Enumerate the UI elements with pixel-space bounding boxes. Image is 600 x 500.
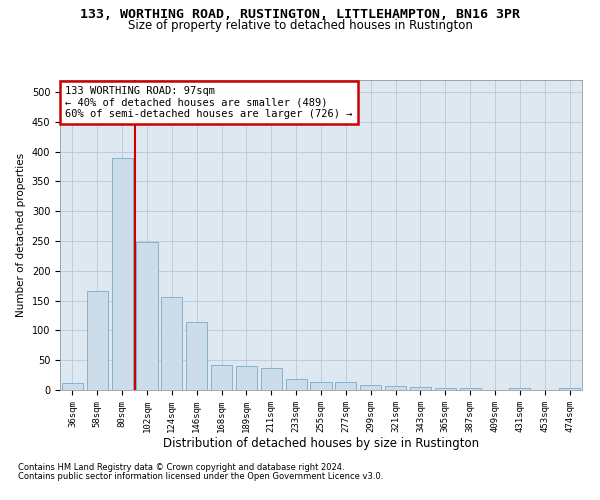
Bar bbox=[112, 158, 133, 390]
Y-axis label: Number of detached properties: Number of detached properties bbox=[16, 153, 26, 317]
Text: Contains public sector information licensed under the Open Government Licence v3: Contains public sector information licen… bbox=[18, 472, 383, 481]
Bar bbox=[62, 384, 83, 390]
Bar bbox=[410, 387, 431, 390]
Bar bbox=[335, 382, 356, 390]
Text: Contains HM Land Registry data © Crown copyright and database right 2024.: Contains HM Land Registry data © Crown c… bbox=[18, 464, 344, 472]
Bar bbox=[509, 388, 530, 390]
Bar bbox=[460, 388, 481, 390]
Bar bbox=[211, 365, 232, 390]
Text: Size of property relative to detached houses in Rustington: Size of property relative to detached ho… bbox=[128, 19, 472, 32]
Text: 133 WORTHING ROAD: 97sqm
← 40% of detached houses are smaller (489)
60% of semi-: 133 WORTHING ROAD: 97sqm ← 40% of detach… bbox=[65, 86, 352, 119]
Bar bbox=[360, 385, 381, 390]
Bar bbox=[161, 297, 182, 390]
Bar bbox=[310, 382, 332, 390]
Bar bbox=[136, 242, 158, 390]
Bar bbox=[385, 386, 406, 390]
Bar bbox=[435, 388, 456, 390]
Text: 133, WORTHING ROAD, RUSTINGTON, LITTLEHAMPTON, BN16 3PR: 133, WORTHING ROAD, RUSTINGTON, LITTLEHA… bbox=[80, 8, 520, 20]
Bar bbox=[261, 368, 282, 390]
Bar bbox=[186, 322, 207, 390]
Text: Distribution of detached houses by size in Rustington: Distribution of detached houses by size … bbox=[163, 438, 479, 450]
Bar bbox=[87, 291, 108, 390]
Bar bbox=[236, 366, 257, 390]
Bar bbox=[559, 388, 580, 390]
Bar bbox=[286, 380, 307, 390]
